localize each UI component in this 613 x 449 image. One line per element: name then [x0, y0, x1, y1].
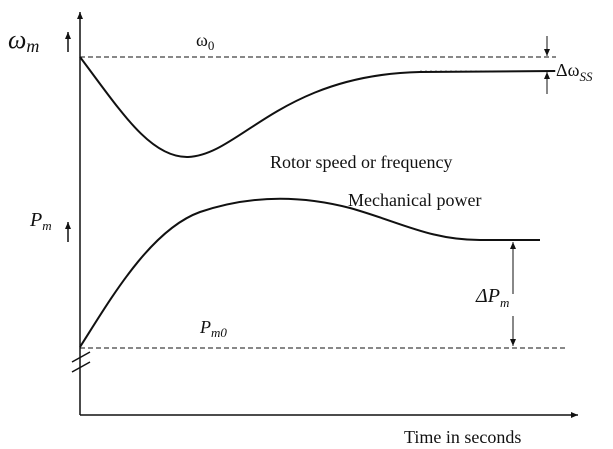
delta-pm-label: ΔPm — [475, 285, 509, 310]
omega-m-label: ωm — [8, 25, 39, 56]
pm0-label: Pm0 — [199, 317, 227, 340]
omega0-label: ω0 — [196, 30, 214, 53]
power-curve-label: Mechanical power — [348, 190, 481, 210]
x-axis-label: Time in seconds — [404, 427, 521, 447]
axis-break — [71, 351, 91, 363]
pm-label: Pm — [29, 209, 52, 233]
rotor-curve-label: Rotor speed or frequency — [270, 152, 452, 172]
mechanical-power-curve — [79, 197, 540, 348]
delta-omega-label: ΔωSS — [556, 60, 593, 84]
rotor-speed-curve — [79, 56, 556, 159]
axis-break — [71, 361, 91, 373]
